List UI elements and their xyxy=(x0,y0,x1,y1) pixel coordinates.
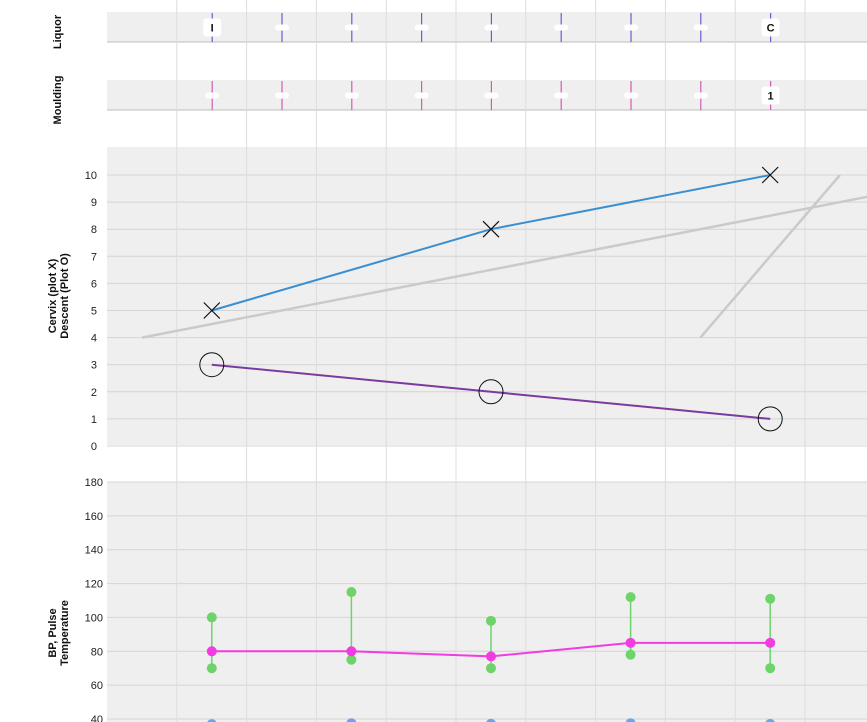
liquor-empty-badge xyxy=(554,24,569,31)
cervix-y-tick: 2 xyxy=(91,387,97,399)
cervix-descent-label-line: Descent (Plot O) xyxy=(59,253,71,339)
pulse-point xyxy=(625,637,636,648)
bp-systolic-point xyxy=(486,615,496,626)
liquor-empty-badge xyxy=(414,24,429,31)
cervix-y-tick: 10 xyxy=(85,170,97,182)
liquor-badge-text: I xyxy=(211,23,214,35)
cervix-y-tick: 0 xyxy=(91,441,97,453)
cervix-y-tick: 6 xyxy=(91,278,97,290)
cervix-y-tick: 7 xyxy=(91,251,97,263)
vitals-y-tick: 140 xyxy=(85,545,103,557)
action-line xyxy=(699,174,841,339)
descent-o-marker xyxy=(199,352,225,378)
moulding-empty-badge xyxy=(693,92,708,99)
descent-o-marker xyxy=(478,379,504,405)
bp-diastolic-point xyxy=(765,663,776,674)
cervix-y-tick: 1 xyxy=(91,414,97,426)
descent-o-marker xyxy=(757,406,783,432)
cervix-y-tick: 3 xyxy=(91,360,97,372)
bp-systolic-point xyxy=(765,593,776,604)
pulse-point xyxy=(346,646,357,657)
cervix-descent-label-line: Cervix (plot X) xyxy=(47,258,59,333)
liquor-label: Liquor xyxy=(52,14,64,49)
alert-line xyxy=(141,195,867,339)
vitals-y-tick: 180 xyxy=(85,477,103,489)
cervix-x-marker xyxy=(482,220,500,238)
descent-line xyxy=(211,363,771,420)
moulding-badge xyxy=(761,86,780,105)
pulse-point xyxy=(765,637,776,648)
moulding-empty-badge xyxy=(205,92,220,99)
vitals-y-tick: 80 xyxy=(91,646,103,658)
vitals-panel-bg xyxy=(107,482,867,722)
vitals-label-line: Temperature xyxy=(59,600,71,666)
moulding-empty-badge xyxy=(414,92,429,99)
cervix-y-tick: 5 xyxy=(91,306,97,318)
vitals-y-tick: 60 xyxy=(91,680,103,692)
moulding-empty-badge xyxy=(344,92,359,99)
liquor-empty-badge xyxy=(344,24,359,31)
bp-systolic-point xyxy=(206,612,217,623)
bp-diastolic-point xyxy=(346,654,357,665)
moulding-empty-badge xyxy=(484,92,499,99)
pulse-point xyxy=(206,646,217,657)
vitals-y-tick: 40 xyxy=(91,714,103,722)
temperature-point xyxy=(765,718,775,722)
moulding-empty-badge xyxy=(554,92,569,99)
bp-systolic-point xyxy=(625,592,636,603)
bp-diastolic-point xyxy=(486,663,496,674)
vitals-label: BP, Pulse Temperature xyxy=(47,600,71,666)
liquor-empty-badge xyxy=(275,24,289,31)
liquor-label-line: Liquor xyxy=(52,14,64,49)
bp-diastolic-point xyxy=(625,649,636,660)
moulding-label: Moulding xyxy=(52,76,64,125)
liquor-empty-badge xyxy=(484,24,499,31)
cervix-x-marker xyxy=(203,302,221,319)
temperature-point xyxy=(346,718,357,722)
bp-diastolic-point xyxy=(206,663,217,674)
liquor-badge xyxy=(761,18,780,37)
temperature-point xyxy=(625,718,636,722)
liquor-badge xyxy=(203,18,222,37)
moulding-empty-badge xyxy=(275,92,289,99)
cervix-x-marker xyxy=(761,166,779,184)
cervix-panel-bg xyxy=(107,147,867,445)
liquor-empty-badge xyxy=(624,24,638,31)
vitals-y-tick: 120 xyxy=(85,579,103,591)
cervix-y-tick: 8 xyxy=(91,224,97,236)
liquor-badge-text: C xyxy=(767,23,775,35)
cervix-y-tick: 9 xyxy=(91,197,97,209)
pulse-point xyxy=(486,651,496,662)
moulding-badge-text: 1 xyxy=(768,91,774,103)
temperature-point xyxy=(486,718,496,722)
vitals-y-tick: 100 xyxy=(85,612,103,624)
liquor-empty-badge xyxy=(693,24,708,31)
temperature-point xyxy=(207,719,217,722)
vitals-label-line: BP, Pulse xyxy=(47,608,59,657)
moulding-empty-badge xyxy=(624,92,638,99)
bp-systolic-point xyxy=(346,587,357,598)
vitals-y-tick: 160 xyxy=(85,511,103,523)
cervix-descent-label: Cervix (plot X) Descent (Plot O) xyxy=(47,253,71,339)
cervix-y-tick: 4 xyxy=(91,333,97,345)
moulding-label-line: Moulding xyxy=(52,76,64,125)
